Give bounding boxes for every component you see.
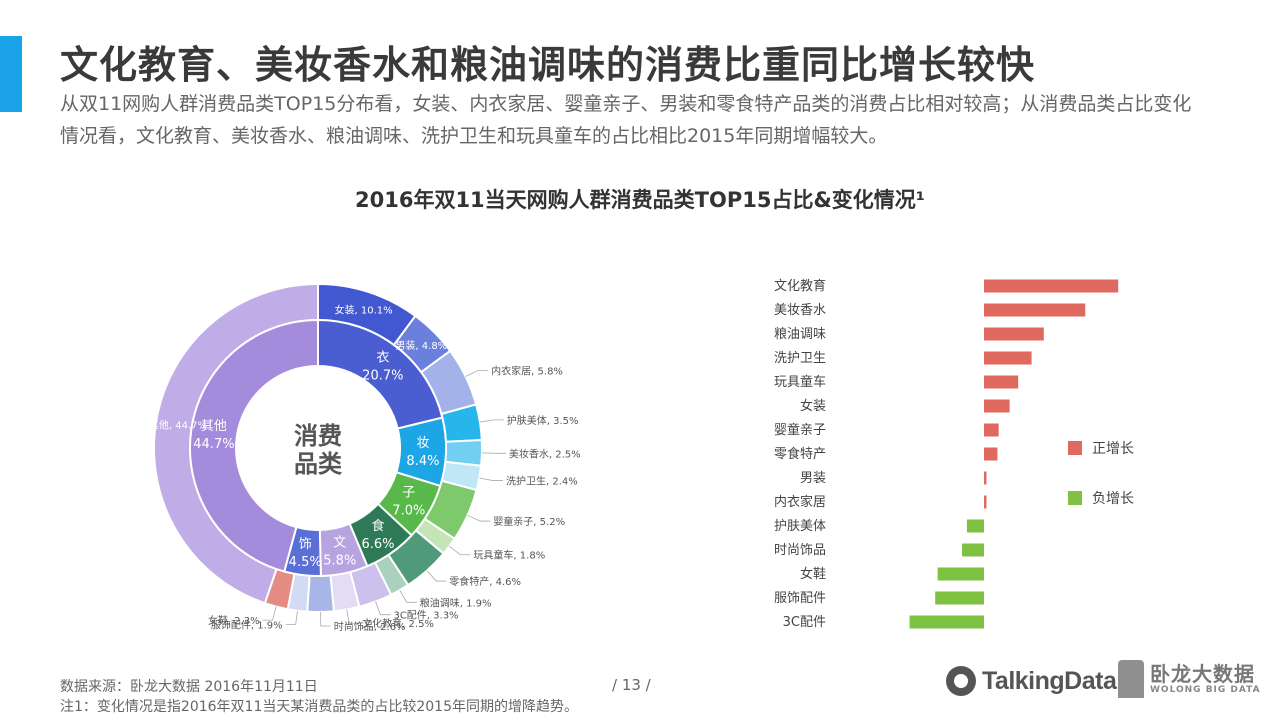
change-bar — [984, 303, 1086, 317]
change-bar — [984, 471, 987, 485]
change-bar — [984, 495, 987, 509]
donut-outer-label: 洗护卫生, 2.4% — [506, 475, 578, 488]
donut-inner-label: 衣 — [376, 349, 389, 365]
donut-inner-value: 7.0% — [392, 504, 425, 519]
page-number: / 13 / — [612, 676, 651, 694]
change-bar — [984, 423, 999, 437]
donut-inner-label: 其他 — [201, 419, 227, 434]
donut-inner-value: 20.7% — [362, 368, 403, 383]
donut-leader-line — [285, 610, 298, 625]
donut-inner-label: 文 — [333, 536, 346, 551]
bar-category-label: 婴童亲子 — [774, 422, 826, 438]
donut-leader-line — [262, 606, 277, 621]
change-bar-chart: 文化教育美妆香水粮油调味洗护卫生玩具童车女装婴童亲子零食特产男装内衣家居护肤美体… — [774, 278, 1134, 630]
change-bar — [984, 327, 1044, 341]
category-donut-chart: 衣 20.7% 妆 8.4% 子 7.0% 食 6.6% 文 5.8% 饰 4.5% 其他 44.7% 消费… — [149, 282, 581, 633]
bar-category-label: 美妆香水 — [774, 303, 826, 318]
donut-inner-label: 饰 — [299, 537, 312, 552]
legend-swatch — [1068, 441, 1082, 455]
bar-category-label: 洗护卫生 — [774, 351, 826, 366]
donut-outer-label: 美妆香水, 2.5% — [509, 447, 581, 460]
donut-leader-line — [320, 611, 331, 627]
bar-category-label: 女装 — [800, 398, 826, 414]
donut-inner-slice — [189, 318, 319, 573]
change-bar — [984, 399, 1010, 413]
footnote: 注1：变化情况是指2016年双11当天某消费品类的占比较2015年同期的增降趋势… — [60, 699, 578, 715]
change-bar — [937, 567, 984, 581]
donut-outer-label: 婴童亲子, 5.2% — [493, 515, 565, 528]
wolong-logo-icon — [1118, 660, 1144, 698]
donut-leader-line — [346, 609, 360, 624]
donut-leader-line — [375, 601, 391, 616]
change-bar — [984, 447, 998, 461]
donut-outer-label: 其他, 44.7% — [149, 419, 207, 432]
wolong-logo-text: 卧龙大数据 — [1150, 662, 1255, 686]
bar-category-label: 粮油调味 — [774, 327, 826, 342]
donut-outer-label: 护肤美体, 3.5% — [507, 414, 579, 427]
change-bar — [984, 375, 1019, 389]
donut-inner-value: 5.8% — [323, 554, 356, 569]
donut-leader-line — [448, 546, 471, 556]
page-title: 文化教育、美妆香水和粮油调味的消费比重同比增长较快 — [60, 43, 1036, 87]
talkingdata-logo: TalkingData — [946, 666, 1117, 696]
donut-inner-label: 妆 — [416, 436, 429, 451]
bar-category-label: 内衣家居 — [774, 494, 826, 510]
change-bar — [966, 519, 984, 533]
donut-leader-line — [467, 514, 491, 522]
chart-title: 2016年双11当天网购人群消费品类TOP15占比&变化情况¹ — [355, 188, 925, 212]
bar-category-label: 文化教育 — [774, 278, 826, 294]
legend-label: 正增长 — [1092, 441, 1134, 457]
donut-leader-line — [479, 477, 503, 481]
donut-outer-label: 零食特产, 4.6% — [449, 575, 521, 588]
donut-outer-label: 文化教育, 2.5% — [362, 617, 434, 630]
page-subtitle: 从双11网购人群消费品类TOP15分布看，女装、内衣家居、婴童亲子、男装和零食特… — [60, 93, 1192, 147]
donut-leader-line — [479, 419, 504, 423]
donut-leader-line — [399, 589, 417, 603]
donut-outer-label: 女装, 10.1% — [335, 303, 393, 316]
donut-inner-value: 4.5% — [289, 555, 322, 570]
talkingdata-logo-icon — [946, 666, 976, 696]
legend-swatch — [1068, 491, 1082, 505]
donut-outer-label: 3C配件, 3.3% — [393, 610, 458, 622]
donut-inner-value: 44.7% — [193, 437, 234, 452]
change-bar — [962, 543, 984, 557]
change-bar — [984, 279, 1119, 293]
donut-outer-label: 玩具童车, 1.8% — [473, 549, 545, 562]
donut-center-label: 品类 — [294, 450, 343, 478]
bar-category-label: 女鞋 — [800, 566, 826, 582]
bar-category-label: 服饰配件 — [774, 591, 826, 606]
donut-outer-label: 时尚饰品, 2.6% — [334, 620, 406, 633]
donut-outer-label: 男装, 4.8% — [395, 339, 447, 352]
accent-bar — [0, 36, 22, 112]
bar-category-label: 时尚饰品 — [774, 543, 826, 558]
wolong-logo-subtext: WOLONG BIG DATA — [1150, 685, 1261, 695]
donut-outer-label: 服饰配件, 1.9% — [211, 619, 283, 632]
data-source: 数据来源：卧龙大数据 2016年11月11日 — [60, 679, 318, 695]
change-bar — [984, 351, 1032, 365]
donut-inner-value: 6.6% — [361, 537, 394, 552]
bar-category-label: 玩具童车 — [774, 374, 826, 390]
bar-category-label: 3C配件 — [783, 615, 826, 630]
legend-label: 负增长 — [1092, 491, 1134, 507]
donut-inner-label: 食 — [371, 518, 384, 534]
donut-outer-label: 内衣家居, 5.8% — [491, 364, 563, 377]
donut-outer-label: 粮油调味, 1.9% — [420, 596, 492, 609]
donut-inner-value: 8.4% — [406, 454, 439, 469]
donut-outer-slice — [306, 574, 336, 613]
talkingdata-logo-text: TalkingData — [982, 666, 1117, 695]
donut-inner-label: 子 — [402, 486, 415, 501]
wolong-logo: 卧龙大数据 WOLONG BIG DATA — [1118, 660, 1261, 698]
donut-outer-label: 女鞋, 2.3% — [208, 614, 260, 627]
bar-category-label: 男装 — [800, 471, 826, 486]
bar-category-label: 零食特产 — [774, 446, 826, 462]
donut-leader-line — [426, 570, 447, 582]
donut-leader-line — [465, 369, 489, 377]
change-bar — [909, 615, 984, 629]
change-bar — [935, 591, 984, 605]
donut-center-label: 消费 — [294, 422, 342, 450]
bar-category-label: 护肤美体 — [774, 519, 826, 534]
